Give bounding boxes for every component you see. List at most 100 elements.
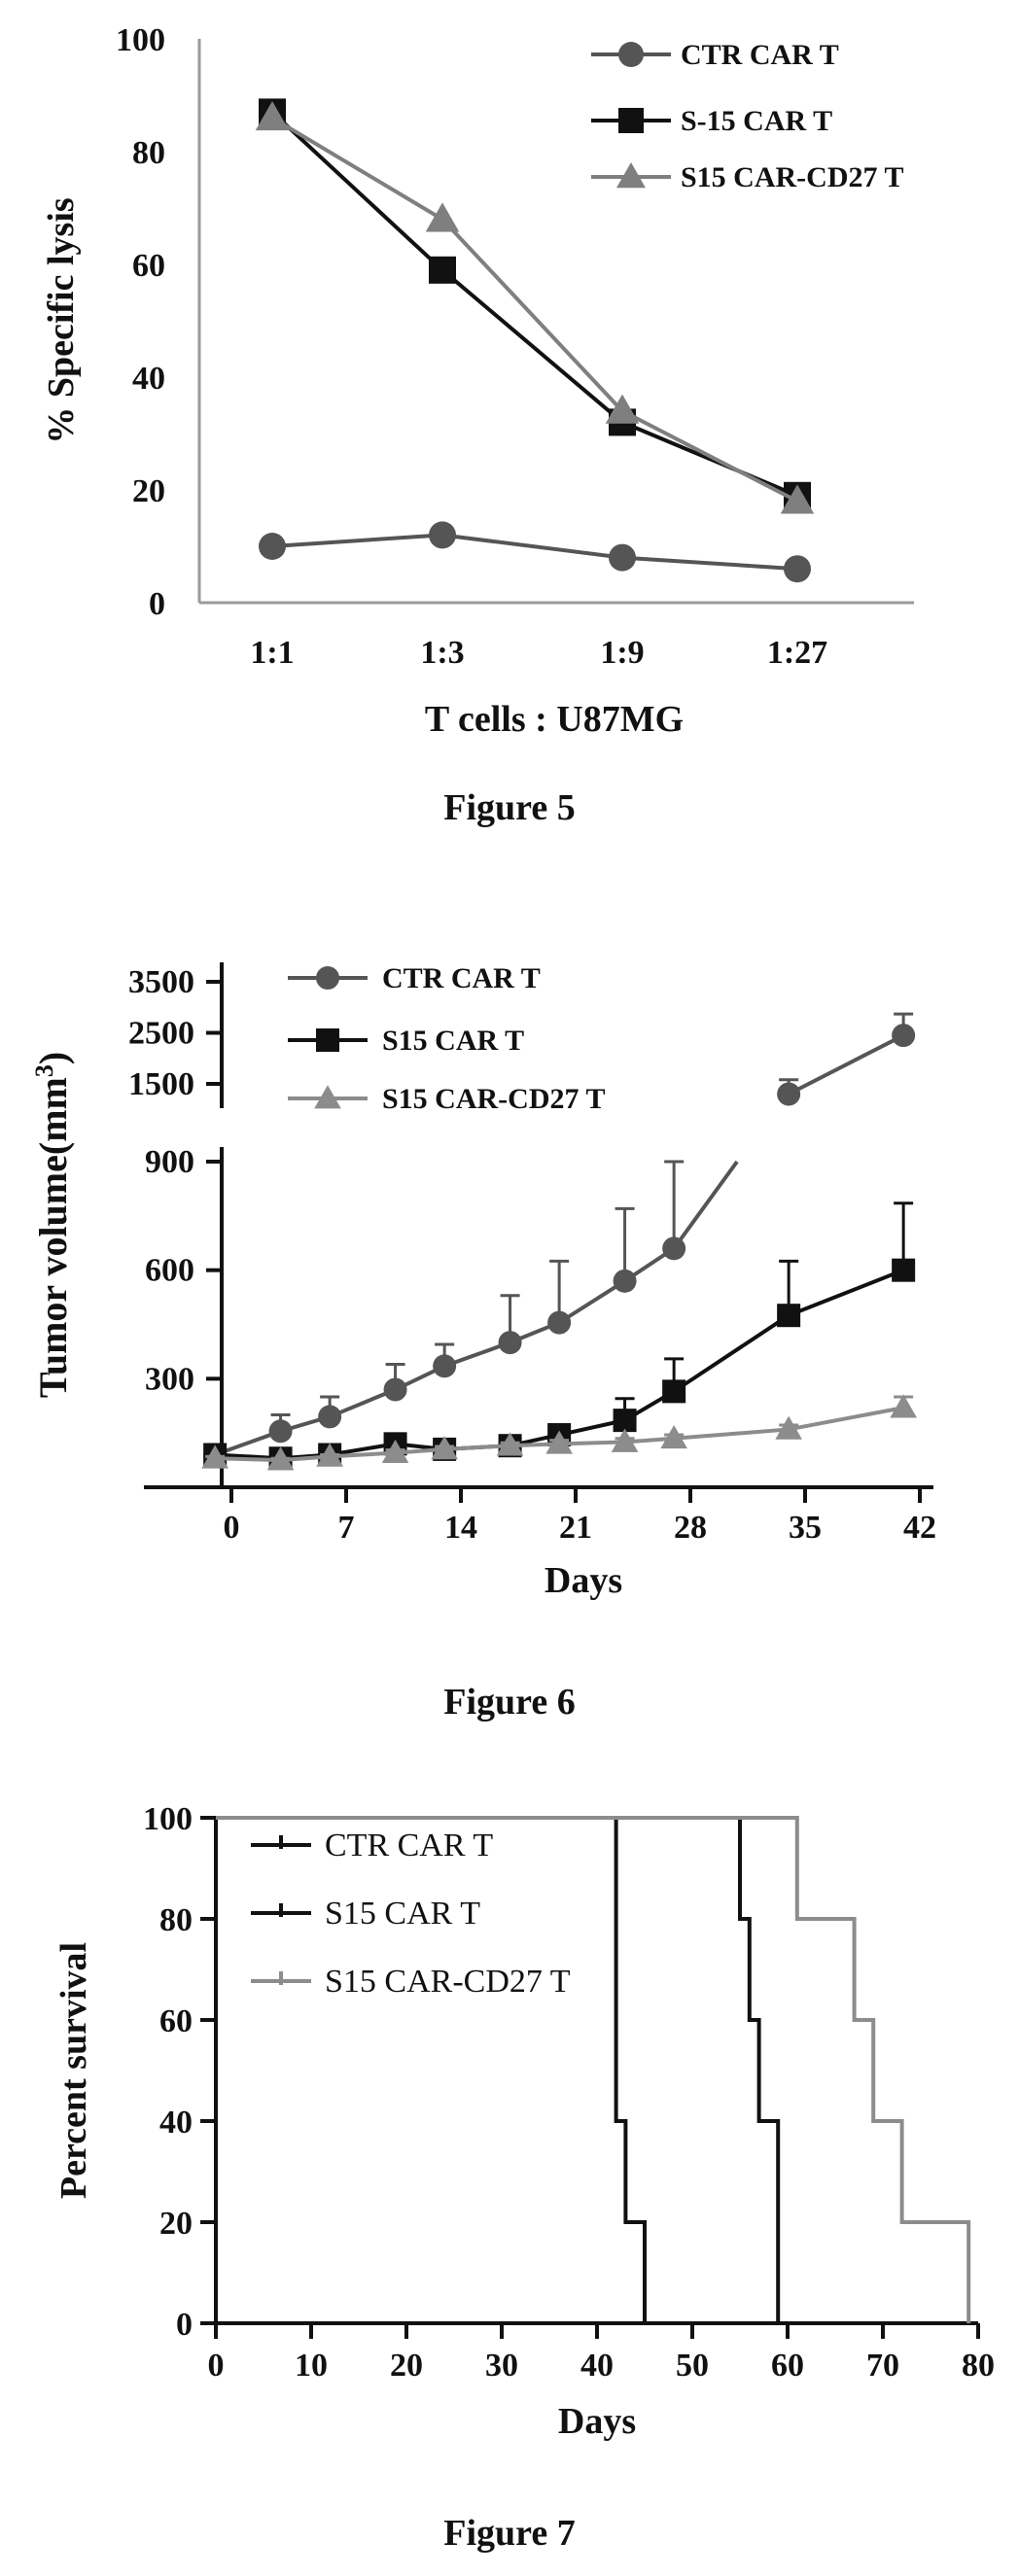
fig6-data-point <box>383 1377 407 1402</box>
fig6-data-point <box>892 1024 916 1048</box>
fig5-y-tick-label: 100 <box>116 22 165 58</box>
fig6-data-point <box>201 1445 228 1469</box>
fig6-data-point <box>547 1310 572 1335</box>
fig5-legend-marker <box>616 162 646 189</box>
fig6-x-tick-label: 42 <box>903 1510 936 1546</box>
fig5-x-axis-title: T cells : U87MG <box>425 699 684 740</box>
fig7-x-tick-label: 20 <box>390 2348 423 2384</box>
fig7-y-tick-label: 80 <box>159 1902 193 1938</box>
fig6-data-point <box>431 1436 458 1460</box>
fig6-data-point <box>777 1304 801 1328</box>
fig6-data-point <box>381 1439 409 1463</box>
figure-5-chart: 0 20 40 60 80 100 1:1 1:3 1:9 1:27 % Specific ly… <box>41 22 914 828</box>
fig6-x-tick-label: 0 <box>224 1510 240 1546</box>
fig6-data-point <box>892 1258 916 1282</box>
fig6-data-point <box>613 1409 637 1433</box>
figure-6-chart: 300 600 900 1500 2500 3500 0 7 14 21 28 35 42 Tumor… <box>30 962 936 1723</box>
fig5-legend-label: CTR CAR T <box>681 39 839 71</box>
fig5-data-point <box>429 521 456 549</box>
fig5-x-tick-label: 1:9 <box>600 635 644 671</box>
fig7-y-tick-label: 0 <box>176 2307 193 2343</box>
fig5-legend-marker <box>618 108 644 133</box>
fig7-legend-label: S15 CAR-CD27 T <box>325 1964 571 2000</box>
fig6-data-point <box>660 1424 687 1449</box>
fig7-survival-curve <box>216 1816 781 2323</box>
fig6-x-tick-label: 28 <box>674 1510 707 1546</box>
fig7-y-tick-label: 60 <box>159 2003 193 2039</box>
fig5-data-point <box>784 555 811 583</box>
fig5-x-tick-label: 1:1 <box>250 635 294 671</box>
fig7-caption: Figure 7 <box>443 2513 575 2554</box>
fig6-legend-marker <box>314 1085 341 1109</box>
fig6-data-point <box>433 1354 457 1378</box>
fig5-data-point <box>255 100 290 131</box>
fig6-data-point <box>496 1432 524 1456</box>
fig6-data-point <box>268 1419 293 1444</box>
fig7-x-tick-label: 10 <box>295 2348 328 2384</box>
fig6-caption: Figure 6 <box>443 1682 575 1723</box>
fig5-y-tick-label: 0 <box>149 586 165 622</box>
fig6-x-axis-title: Days <box>545 1560 622 1601</box>
fig7-x-tick-label: 60 <box>771 2348 804 2384</box>
fig5-x-tick-label: 1:3 <box>420 635 464 671</box>
fig6-legend-marker <box>316 1028 339 1052</box>
fig7-x-tick-label: 80 <box>962 2348 995 2384</box>
fig6-data-point <box>318 1405 342 1429</box>
fig5-series-line <box>271 533 798 572</box>
fig5-data-point <box>259 533 286 560</box>
fig6-series-line <box>214 1160 739 1457</box>
fig6-y-tick-label: 3500 <box>128 964 194 1000</box>
fig7-y-tick-label: 40 <box>159 2105 193 2141</box>
fig5-y-tick-label: 40 <box>132 361 165 397</box>
fig6-data-point <box>890 1394 917 1418</box>
fig5-series-line <box>270 110 798 498</box>
fig5-series-line <box>270 116 798 504</box>
fig5-data-point <box>780 484 815 514</box>
fig5-y-tick-label: 60 <box>132 248 165 284</box>
figure-7-chart: 0 20 40 60 80 100 0 10 20 30 40 50 60 70 80 Percent s… <box>53 1801 995 2554</box>
fig6-data-point <box>545 1430 573 1454</box>
fig7-x-tick-label: 40 <box>580 2348 614 2384</box>
fig5-legend-label: S15 CAR-CD27 T <box>681 161 903 193</box>
fig7-survival-curve <box>216 1816 971 2323</box>
fig7-legend-label: S15 CAR T <box>325 1896 480 1932</box>
fig6-legend-label: S15 CAR T <box>382 1025 524 1057</box>
fig7-y-tick-label: 100 <box>143 1801 193 1837</box>
fig7-x-tick-label: 70 <box>866 2348 899 2384</box>
fig5-data-point <box>609 543 636 572</box>
fig6-x-tick-label: 14 <box>444 1510 477 1546</box>
fig6-y-tick-label: 900 <box>145 1144 194 1180</box>
fig6-legend-label: S15 CAR-CD27 T <box>382 1083 605 1115</box>
fig7-x-tick-label: 50 <box>676 2348 709 2384</box>
fig7-x-tick-label: 0 <box>208 2348 225 2384</box>
fig6-y-tick-label: 1500 <box>128 1066 194 1102</box>
fig6-data-point <box>611 1428 639 1452</box>
fig7-survival-curve <box>216 1816 647 2323</box>
fig6-data-point <box>316 1443 343 1467</box>
fig6-data-point <box>498 1331 522 1355</box>
fig5-y-tick-label: 20 <box>132 473 165 509</box>
fig6-y-tick-label: 2500 <box>128 1016 194 1052</box>
fig5-data-point <box>425 202 460 232</box>
fig7-x-axis-title: Days <box>558 2401 636 2442</box>
fig5-data-point <box>605 394 640 424</box>
fig6-x-tick-label: 35 <box>789 1510 822 1546</box>
fig5-data-point <box>429 256 456 284</box>
fig6-y-tick-label: 600 <box>145 1253 194 1289</box>
fig5-caption: Figure 5 <box>443 787 575 828</box>
fig5-y-axis-title: % Specific lysis <box>41 197 82 443</box>
fig6-x-tick-label: 7 <box>338 1510 355 1546</box>
fig5-legend-marker <box>618 42 644 67</box>
fig6-y-tick-label: 300 <box>145 1361 194 1397</box>
fig6-data-point <box>266 1446 295 1471</box>
fig6-data-point <box>662 1236 686 1261</box>
fig7-y-axis-title: Percent survival <box>53 1942 94 2199</box>
fig6-legend-label: CTR CAR T <box>382 962 541 994</box>
fig7-legend-label: CTR CAR T <box>325 1828 493 1863</box>
fig7-x-tick-label: 30 <box>485 2348 518 2384</box>
fig6-data-point <box>777 1082 801 1106</box>
fig7-y-tick-label: 20 <box>159 2206 193 2242</box>
fig6-data-point <box>775 1415 802 1440</box>
fig6-legend-marker <box>316 966 339 990</box>
